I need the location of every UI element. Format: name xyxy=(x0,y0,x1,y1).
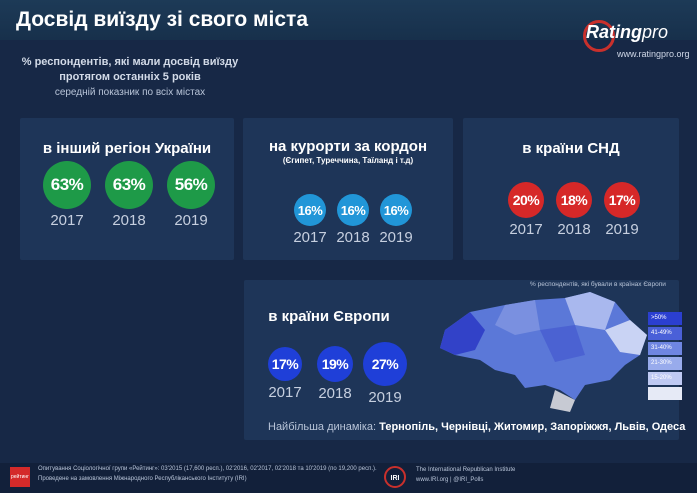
stat-year: 2018 xyxy=(557,221,591,238)
panel-title: в країни Європи xyxy=(268,308,390,325)
logo xyxy=(583,20,615,52)
iri-name: The International Republican Institute xyxy=(416,467,516,473)
crimea xyxy=(550,390,575,412)
stat-year: 2017 xyxy=(50,212,84,229)
stat-circle: 18% xyxy=(556,182,592,218)
dynamics-label: Найбільша динаміка: xyxy=(268,421,377,433)
brand-name: Rating xyxy=(586,22,642,42)
legend-item: 41-49% xyxy=(648,327,682,340)
subtitle-note: середній показник по всіх містах xyxy=(54,87,206,98)
stat-year: 2018 xyxy=(112,212,146,229)
stat: 56% 2019 xyxy=(160,161,222,229)
stat-circle: 17% xyxy=(604,182,640,218)
map-caption: % респондентів, які бували в країнах Євр… xyxy=(530,281,666,288)
map xyxy=(440,292,647,412)
stat-year: 2019 xyxy=(174,212,208,229)
panel-title: на курорти за кордон xyxy=(268,138,428,155)
legend-item xyxy=(648,387,682,400)
panel: в інший регіон України 63% 2017 63% 2018 56% 2… xyxy=(20,118,234,260)
stat-year: 2017 xyxy=(268,384,302,401)
stat-year: 2017 xyxy=(293,229,327,246)
legend-item: 15-20% xyxy=(648,372,682,385)
stat: 20% 2017 xyxy=(501,182,551,238)
stat-circle: 20% xyxy=(508,182,544,218)
stat-circle: 56% xyxy=(167,161,215,209)
stat: 16% 2019 xyxy=(373,194,419,246)
stat-circle: 16% xyxy=(337,194,369,226)
stat-year: 2019 xyxy=(605,221,639,238)
stat: 17% 2019 xyxy=(597,182,647,238)
url: www.ratingpro.org xyxy=(617,49,690,59)
stat-circle: 19% xyxy=(317,346,353,382)
map-region xyxy=(440,312,485,355)
map-region xyxy=(495,300,540,335)
footer-note: Проведене на замовлення Міжнародного Рес… xyxy=(38,476,247,482)
footer-note: Опитування Соціологічної групи «Рейтинг»… xyxy=(38,466,377,472)
subtitle: протягом останніх 5 років xyxy=(59,71,201,83)
title-bar xyxy=(0,0,697,40)
map-region xyxy=(565,292,615,330)
dynamics-cities: Тернопіль, Чернівці, Житомир, Запоріжжя,… xyxy=(379,421,686,433)
stat: 17% 2017 xyxy=(260,347,310,401)
stat-circle: 27% xyxy=(363,342,407,386)
panel: на курорти за кордон (Єгипет, Туреччина, … xyxy=(243,118,453,260)
brand-suffix: pro xyxy=(642,22,669,42)
stat-circle: 17% xyxy=(268,347,302,381)
stat-circle: 63% xyxy=(43,161,91,209)
stat-year: 2018 xyxy=(336,229,370,246)
stat: 18% 2018 xyxy=(549,182,599,238)
stat-year: 2019 xyxy=(368,389,402,406)
stat: 16% 2018 xyxy=(330,194,376,246)
stat: 19% 2018 xyxy=(310,346,360,402)
stat: 16% 2017 xyxy=(287,194,333,246)
footer-logo: рейтинг xyxy=(10,467,30,487)
dynamics: Найбільша динаміка: Тернопіль, Чернівці,… xyxy=(268,421,685,433)
map-region xyxy=(605,320,647,355)
subtitle: % респондентів, які мали досвід виїзду xyxy=(21,56,239,68)
panel-title: в інший регіон України xyxy=(42,140,212,157)
map-region xyxy=(540,325,585,362)
legend-item: 21-30% xyxy=(648,357,682,370)
iri-logo: IRI xyxy=(384,466,406,488)
stat: 63% 2017 xyxy=(36,161,98,229)
legend-item: >50% xyxy=(648,312,682,325)
panel-title: в країни СНД xyxy=(522,140,620,157)
stat-year: 2018 xyxy=(318,385,352,402)
stat: 27% 2019 xyxy=(360,342,410,406)
stat-year: 2017 xyxy=(509,221,543,238)
stat-circle: 63% xyxy=(105,161,153,209)
stat-circle: 16% xyxy=(380,194,412,226)
legend: >50% 41-49% 31-40% 21-30% 15-20% xyxy=(648,312,682,402)
legend-item: 31-40% xyxy=(648,342,682,355)
stat-circle: 16% xyxy=(294,194,326,226)
panel-note: (Єгипет, Туреччина, Таїланд і т.д) xyxy=(282,156,414,165)
iri-links: www.IRI.org | @IRI_Polls xyxy=(416,477,484,483)
stat: 63% 2018 xyxy=(98,161,160,229)
title: Досвід виїзду зі свого міста xyxy=(16,8,309,31)
footer xyxy=(0,463,697,493)
stat-year: 2019 xyxy=(379,229,413,246)
brand: Ratingpro xyxy=(586,22,668,43)
panel: в країни СНД 20% 2017 18% 2018 17% 2019 xyxy=(463,118,679,260)
